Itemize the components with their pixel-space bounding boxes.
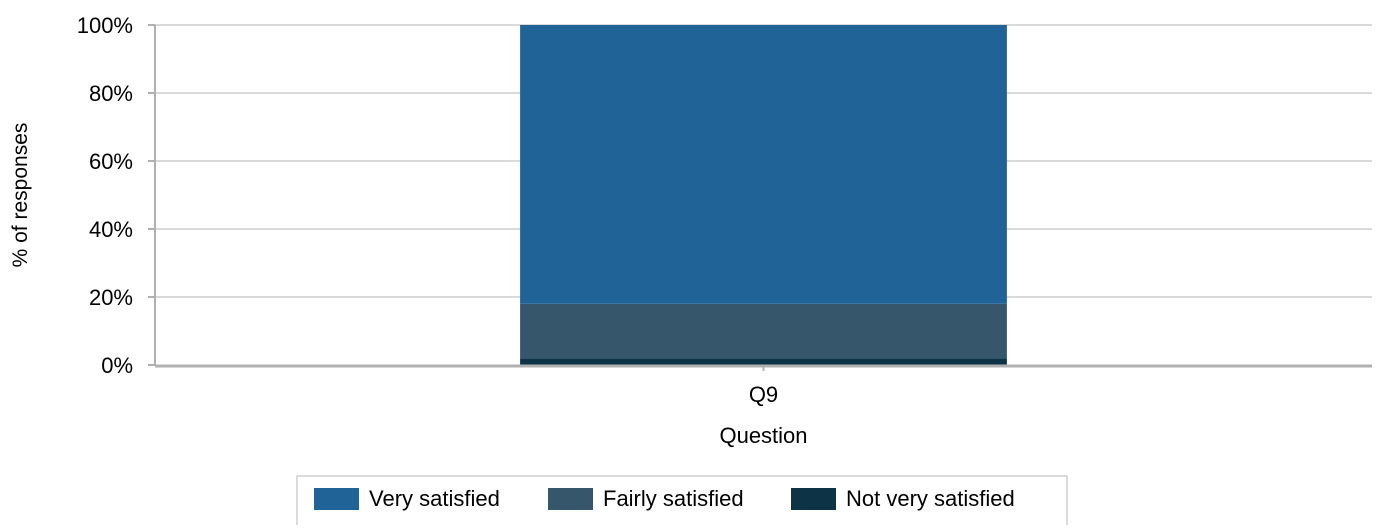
y-tick-labels: 0% 20% 40% 60% 80% 100%: [77, 13, 133, 378]
bars: [520, 25, 1007, 371]
y-tick-label: 100%: [77, 13, 133, 38]
x-axis-title: Question: [719, 423, 807, 448]
legend-label[interactable]: Fairly satisfied: [603, 486, 744, 511]
y-tick-label: 60%: [89, 149, 133, 174]
y-tick-label: 40%: [89, 217, 133, 242]
legend-box: [296, 475, 1068, 530]
x-tick-labels: Q9: [749, 382, 778, 407]
legend-label[interactable]: Not very satisfied: [846, 486, 1015, 511]
bar-segment-not-very-satisfied[interactable]: [520, 358, 1007, 365]
y-tick-label: 20%: [89, 285, 133, 310]
y-tick-label: 80%: [89, 81, 133, 106]
axes: [154, 25, 1372, 368]
legend-label[interactable]: Very satisfied: [369, 486, 500, 511]
legend-swatch: [314, 488, 359, 510]
y-tick-label: 0%: [101, 353, 133, 378]
legend-swatch: [548, 488, 593, 510]
legend: Very satisfied Fairly satisfied Not very s…: [296, 475, 1068, 530]
x-tick-label: Q9: [749, 382, 778, 407]
bar-segment-fairly-satisfied[interactable]: [520, 303, 1007, 359]
y-axis-title: % of responses: [9, 123, 32, 268]
legend-swatch: [791, 488, 836, 510]
bar-segment-very-satisfied[interactable]: [520, 25, 1007, 304]
